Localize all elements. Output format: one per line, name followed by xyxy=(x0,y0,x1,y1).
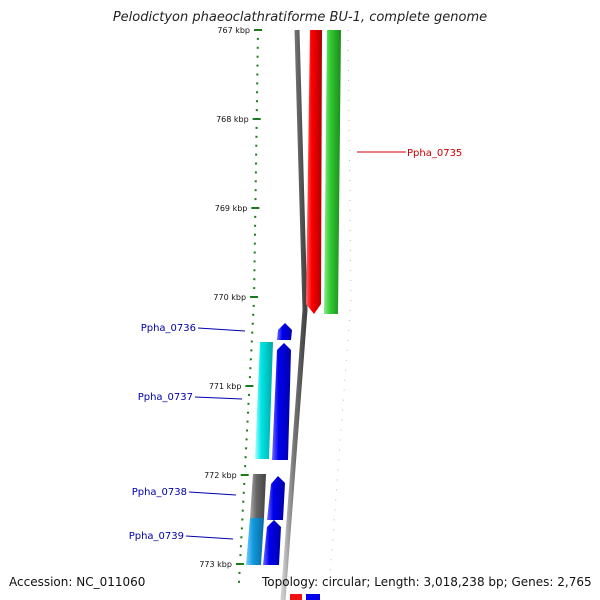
track-continuation-red xyxy=(290,594,302,600)
leader-ppha-0737 xyxy=(194,396,243,400)
accession-label: Accession: NC_011060 xyxy=(9,575,146,589)
gene-ppha-0737-arrow[interactable] xyxy=(272,343,291,460)
gene-label-ppha-0736[interactable]: Ppha_0736 xyxy=(141,323,196,334)
leader-ppha-0736 xyxy=(197,327,246,332)
ruler-tick-label: 768 kbp xyxy=(216,115,249,124)
gene-label-ppha-0737[interactable]: Ppha_0737 xyxy=(138,392,193,403)
leader-ppha-0738 xyxy=(188,491,237,496)
scale-ruler xyxy=(235,29,262,583)
track-continuation-blue xyxy=(306,594,320,600)
ruler-tick-label: 772 kbp xyxy=(204,471,237,480)
ruler-tick-label: 773 kbp xyxy=(199,560,232,569)
ruler-tick-label: 769 kbp xyxy=(215,204,248,213)
ruler-tick-label: 767 kbp xyxy=(217,26,250,35)
gene-ppha-0739-arrow[interactable] xyxy=(263,520,281,565)
genome-title: Pelodictyon phaeoclathratiforme BU-1, co… xyxy=(112,10,488,25)
gene-ppha-0738-arrow[interactable] xyxy=(267,476,285,520)
gene-label-ppha-0739[interactable]: Ppha_0739 xyxy=(129,531,184,542)
inner-track xyxy=(329,29,352,576)
gene-ppha-0738-feature[interactable] xyxy=(250,474,266,518)
genome-stats-label: Topology: circular; Length: 3,018,238 bp… xyxy=(262,575,592,589)
leader-ppha-0739 xyxy=(185,535,234,540)
gene-ppha-0739-feature[interactable] xyxy=(246,518,264,565)
gene-label-ppha-0735[interactable]: Ppha_0735 xyxy=(407,148,462,159)
gene-ppha-0737-feature[interactable] xyxy=(255,342,273,459)
gene-ppha-0735-arrow[interactable] xyxy=(306,30,322,314)
gene-ppha-0736-arrow[interactable] xyxy=(277,323,292,340)
genome-backbone xyxy=(280,29,308,600)
scale-labels: 767 kbp 768 kbp 769 kbp 770 kbp 771 kbp 772 k… xyxy=(199,26,250,569)
ruler-tick-label: 770 kbp xyxy=(213,293,246,302)
gene-label-ppha-0738[interactable]: Ppha_0738 xyxy=(132,487,187,498)
gene-cds-green-feature[interactable] xyxy=(324,30,341,314)
ruler-tick-label: 771 kbp xyxy=(209,382,242,391)
